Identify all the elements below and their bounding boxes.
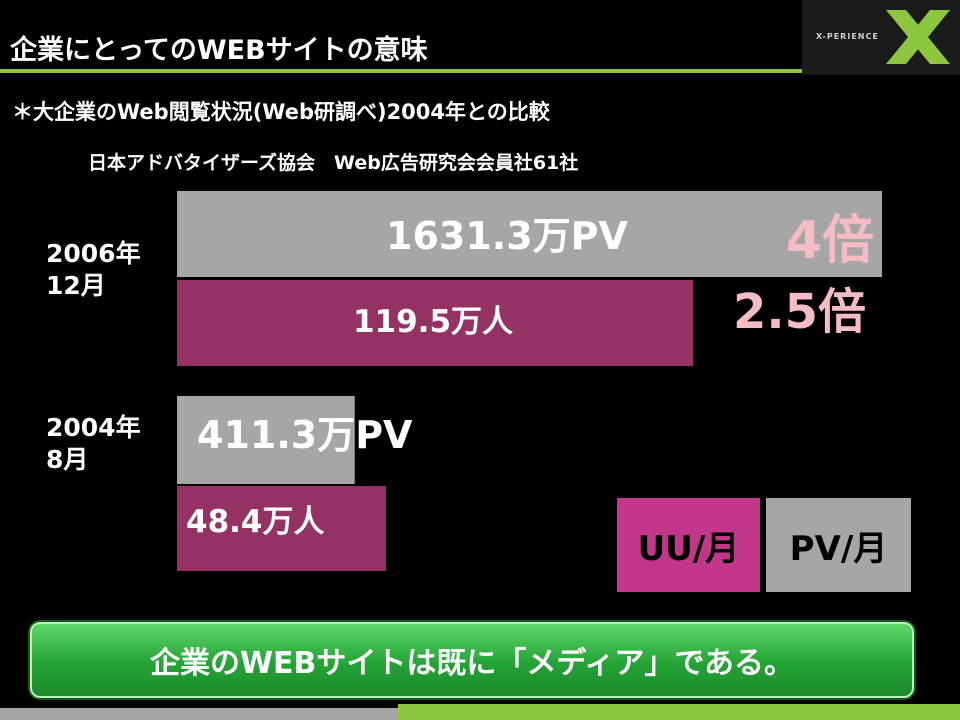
title-underline — [0, 69, 802, 73]
data-label-uu-0: 119.5万人 — [353, 304, 513, 340]
logo: X-PERIENCE — [802, 0, 960, 75]
conclusion-banner: 企業のWEBサイトは既に「メディア」である。 — [30, 622, 914, 698]
bar-uu-0 — [177, 280, 693, 366]
data-label-pv-0: 1631.3万PV — [386, 214, 628, 258]
bar-pv-1 — [177, 396, 355, 484]
annotation-pv-growth: 4倍 — [786, 211, 874, 271]
data-label-uu-1: 48.4万人 — [186, 504, 325, 540]
category-label-1: 2004年 8月 — [46, 413, 141, 474]
footer-bar-gray — [0, 708, 398, 720]
page-title: 企業にとってのWEBサイトの意味 — [10, 35, 428, 66]
logo-text: X-PERIENCE — [816, 32, 879, 41]
bar-pv-0 — [177, 191, 882, 277]
data-source: 日本アドバタイザーズ協会 Web広告研究会会員社61社 — [88, 152, 579, 174]
chart-subtitle: ＊大企業のWeb閲覧状況(Web研調べ)2004年との比較 — [12, 100, 550, 124]
legend-pv: PV/月 — [766, 498, 911, 592]
legend-uu: UU/月 — [617, 498, 760, 592]
x-logo-icon — [886, 10, 950, 64]
category-label-0: 2006年 12月 — [46, 239, 141, 300]
bar-uu-1 — [177, 486, 386, 571]
footer-bar-green — [398, 704, 960, 720]
data-label-pv-1: 411.3万PV — [197, 413, 413, 457]
annotation-uu-growth: 2.5倍 — [733, 284, 866, 340]
